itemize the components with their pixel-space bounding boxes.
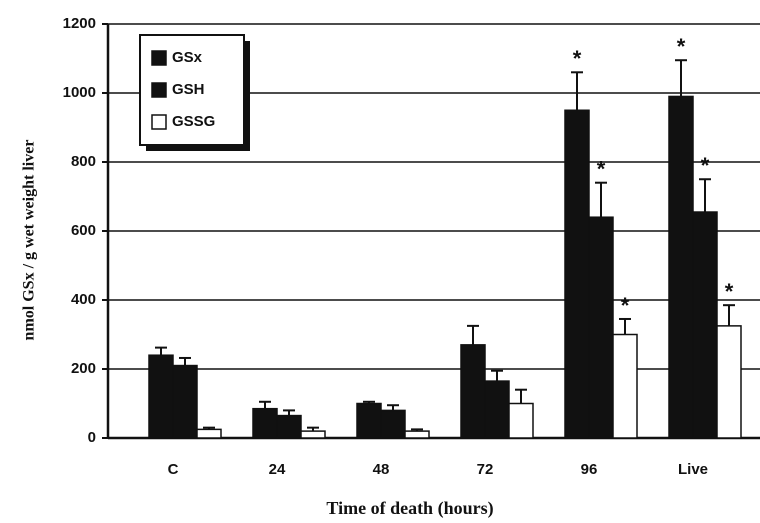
bar	[716, 325, 742, 439]
legend-label: GSH	[172, 81, 205, 98]
bar	[148, 354, 174, 439]
legend-label: GSSG	[172, 113, 215, 130]
y-tick-label: 600	[71, 222, 96, 239]
legend-swatch	[151, 50, 167, 66]
bar	[196, 428, 222, 439]
bar	[404, 430, 430, 439]
significance-mark: *	[677, 34, 686, 59]
y-tick-label: 1200	[63, 15, 96, 32]
bar	[692, 211, 718, 439]
y-tick-label: 1000	[63, 84, 96, 101]
bar	[588, 216, 614, 439]
bar	[356, 402, 382, 439]
x-tick-label: 24	[269, 461, 286, 478]
legend-swatch	[151, 82, 167, 98]
significance-mark: *	[725, 279, 734, 304]
y-tick-label: 200	[71, 360, 96, 377]
x-tick-label: 72	[477, 461, 494, 478]
significance-mark: *	[573, 46, 582, 71]
significance-mark: *	[621, 293, 630, 318]
x-tick-label: C	[168, 461, 179, 478]
bar	[564, 109, 590, 439]
bar	[612, 333, 638, 439]
bar	[300, 430, 326, 439]
bar	[380, 409, 406, 439]
significance-mark: *	[597, 157, 606, 182]
legend-label: GSx	[172, 49, 203, 66]
bar	[668, 95, 694, 439]
y-tick-label: 800	[71, 153, 96, 170]
bar	[484, 380, 510, 439]
bar	[460, 344, 486, 439]
bar	[252, 407, 278, 439]
x-tick-label: 48	[373, 461, 390, 478]
y-tick-label: 0	[88, 429, 96, 446]
x-tick-label: 96	[581, 461, 598, 478]
bar	[172, 364, 198, 439]
bar	[508, 402, 534, 439]
significance-mark: *	[701, 153, 710, 178]
legend-swatch	[151, 114, 167, 130]
x-axis-label: Time of death (hours)	[326, 498, 493, 519]
y-axis-label: nmol GSx / g wet weight liver	[21, 140, 38, 341]
x-tick-label: Live	[678, 461, 708, 478]
y-tick-label: 400	[71, 291, 96, 308]
bar	[276, 414, 302, 439]
